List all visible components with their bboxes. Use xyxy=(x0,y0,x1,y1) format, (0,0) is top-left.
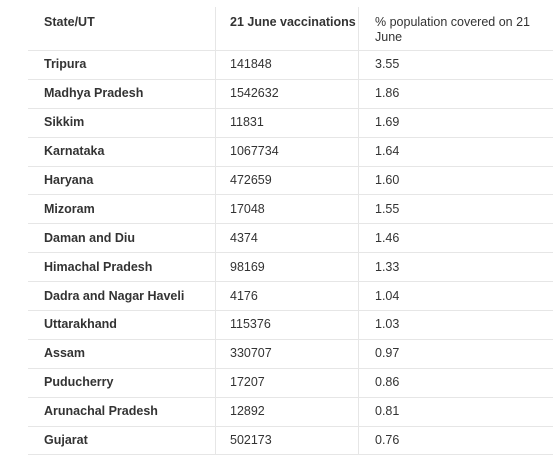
table-row: Karnataka 1067734 1.64 xyxy=(28,137,553,167)
coverage-cell: 0.76 xyxy=(358,426,553,455)
state-cell: Dadra and Nagar Haveli xyxy=(44,288,185,303)
coverage-cell: 1.86 xyxy=(358,79,553,108)
table-row: Tripura 141848 3.55 xyxy=(28,51,553,80)
coverage-cell: 1.64 xyxy=(358,137,553,166)
table-row: Haryana 472659 1.60 xyxy=(28,166,553,196)
table-row: Mizoram 17048 1.55 xyxy=(28,195,553,225)
state-cell: Gujarat xyxy=(44,433,88,448)
vaccinations-cell: 4374 xyxy=(215,224,358,253)
table-row: Puducherry 17207 0.86 xyxy=(28,368,553,398)
table-row: Assam 330707 0.97 xyxy=(28,339,553,369)
header-state: State/UT xyxy=(44,15,95,29)
coverage-cell: 0.97 xyxy=(358,339,553,368)
table-row: Daman and Diu 4374 1.46 xyxy=(28,224,553,254)
table-row: Uttarakhand 115376 1.03 xyxy=(28,311,553,340)
table-row: Gujarat 502173 0.76 xyxy=(28,426,553,455)
table-row: Sikkim 11831 1.69 xyxy=(28,108,553,138)
vaccinations-cell: 1067734 xyxy=(215,137,358,166)
vaccinations-cell: 17207 xyxy=(215,368,358,397)
header-vaccinations: 21 June vaccinations xyxy=(215,7,358,50)
state-cell: Madhya Pradesh xyxy=(44,86,144,101)
vaccination-table: State/UT 21 June vaccinations % populati… xyxy=(28,7,553,455)
table-row: Dadra and Nagar Haveli 4176 1.04 xyxy=(28,282,553,312)
vaccinations-cell: 472659 xyxy=(215,166,358,195)
vaccinations-cell: 502173 xyxy=(215,426,358,455)
vaccinations-cell: 98169 xyxy=(215,253,358,282)
table-row: Madhya Pradesh 1542632 1.86 xyxy=(28,79,553,109)
vaccinations-cell: 1542632 xyxy=(215,79,358,108)
state-cell: Tripura xyxy=(44,57,87,72)
coverage-cell: 1.60 xyxy=(358,166,553,195)
coverage-cell: 1.33 xyxy=(358,253,553,282)
table-row: Arunachal Pradesh 12892 0.81 xyxy=(28,397,553,427)
state-cell: Assam xyxy=(44,346,85,361)
state-cell: Mizoram xyxy=(44,201,95,216)
coverage-cell: 0.81 xyxy=(358,397,553,426)
vaccinations-cell: 141848 xyxy=(215,51,358,79)
table-body: Tripura 141848 3.55 Madhya Pradesh 1542632 1.… xyxy=(28,51,553,455)
state-cell: Sikkim xyxy=(44,115,85,130)
vaccinations-cell: 330707 xyxy=(215,339,358,368)
table-header-row: State/UT 21 June vaccinations % populati… xyxy=(28,7,553,51)
state-cell: Uttarakhand xyxy=(44,317,117,332)
coverage-cell: 1.69 xyxy=(358,108,553,137)
header-coverage: % population covered on 21 June xyxy=(358,7,553,50)
vaccinations-cell: 12892 xyxy=(215,397,358,426)
vaccinations-cell: 4176 xyxy=(215,282,358,311)
vaccinations-cell: 11831 xyxy=(215,108,358,137)
table-row: Himachal Pradesh 98169 1.33 xyxy=(28,253,553,283)
coverage-cell: 3.55 xyxy=(358,51,553,79)
state-cell: Haryana xyxy=(44,173,94,187)
state-cell: Puducherry xyxy=(44,375,114,390)
coverage-cell: 0.86 xyxy=(358,368,553,397)
coverage-cell: 1.04 xyxy=(358,282,553,311)
state-cell: Karnataka xyxy=(44,144,105,159)
state-cell: Arunachal Pradesh xyxy=(44,404,158,419)
state-cell: Daman and Diu xyxy=(44,230,135,245)
coverage-cell: 1.55 xyxy=(358,195,553,224)
state-cell: Himachal Pradesh xyxy=(44,259,153,274)
coverage-cell: 1.46 xyxy=(358,224,553,253)
vaccinations-cell: 17048 xyxy=(215,195,358,224)
coverage-cell: 1.03 xyxy=(358,311,553,339)
vaccinations-cell: 115376 xyxy=(215,311,358,339)
